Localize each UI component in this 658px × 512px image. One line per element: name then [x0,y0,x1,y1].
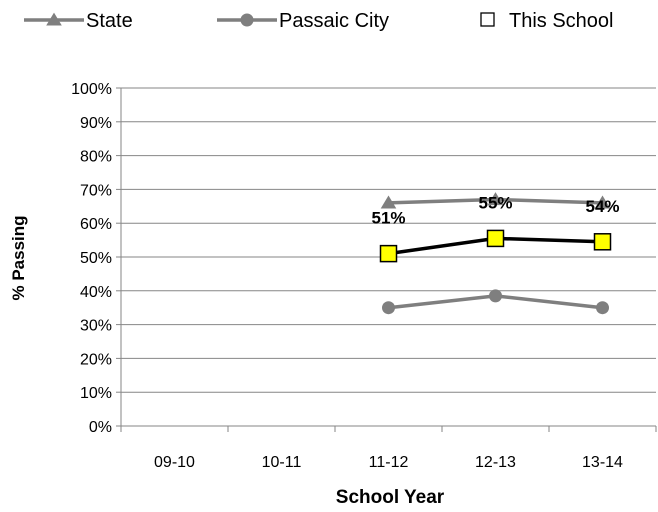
data-label: 54% [585,197,619,216]
legend-label: Passaic City [279,10,389,32]
circle-marker [489,289,502,303]
triangle-marker [380,195,397,209]
series-layer [379,192,612,315]
series-this-school [379,229,612,263]
x-axis-title: School Year [336,487,445,508]
square-marker [486,229,505,248]
y-tick-label: 60% [80,216,112,233]
y-tick-label: 0% [89,419,112,436]
x-tick-label: 11-12 [369,454,409,471]
circle-marker [240,13,254,27]
x-tick-label: 13-14 [582,454,623,471]
data-label: 51% [371,209,405,228]
circle-marker [596,301,609,315]
triangle-marker [594,195,611,209]
legend-item: State [24,10,133,32]
data-label: 55% [478,193,512,212]
y-tick-label: 50% [80,250,112,267]
triangle-marker [46,12,62,26]
square-marker [593,233,612,251]
x-tick-label: 10-11 [262,454,302,471]
y-tick-label: 30% [80,318,112,335]
gridlines [121,87,656,393]
y-tick-label: 80% [80,149,112,166]
x-tick-label: 12-13 [475,454,516,471]
y-tick-label: 100% [71,81,112,98]
legend: State Passaic City This School [24,10,614,32]
series-state [380,192,611,209]
y-tick-label: 70% [80,182,112,199]
square-marker [379,244,398,263]
y-tick-label: 10% [80,385,112,402]
data-labels: 51% 55% 54% [371,193,619,227]
triangle-marker [487,192,504,206]
legend-swatch [480,12,495,27]
circle-marker [382,301,395,315]
y-tick-label: 20% [80,351,112,368]
legend-item: This School [480,10,614,32]
legend-item: Passaic City [217,10,389,32]
legend-label: This School [509,10,614,32]
legend-label: State [86,10,133,32]
x-tick-label: 09-10 [154,454,195,471]
series-passaic-city [382,289,609,315]
y-tick-label: 40% [80,284,112,301]
y-axis-title: % Passing [9,215,28,300]
axes: 0% 10% 20% 30% 40% 50% 60% 70% 80% 90% 100% 09-10 10… [71,81,657,471]
y-tick-label: 90% [80,115,112,132]
